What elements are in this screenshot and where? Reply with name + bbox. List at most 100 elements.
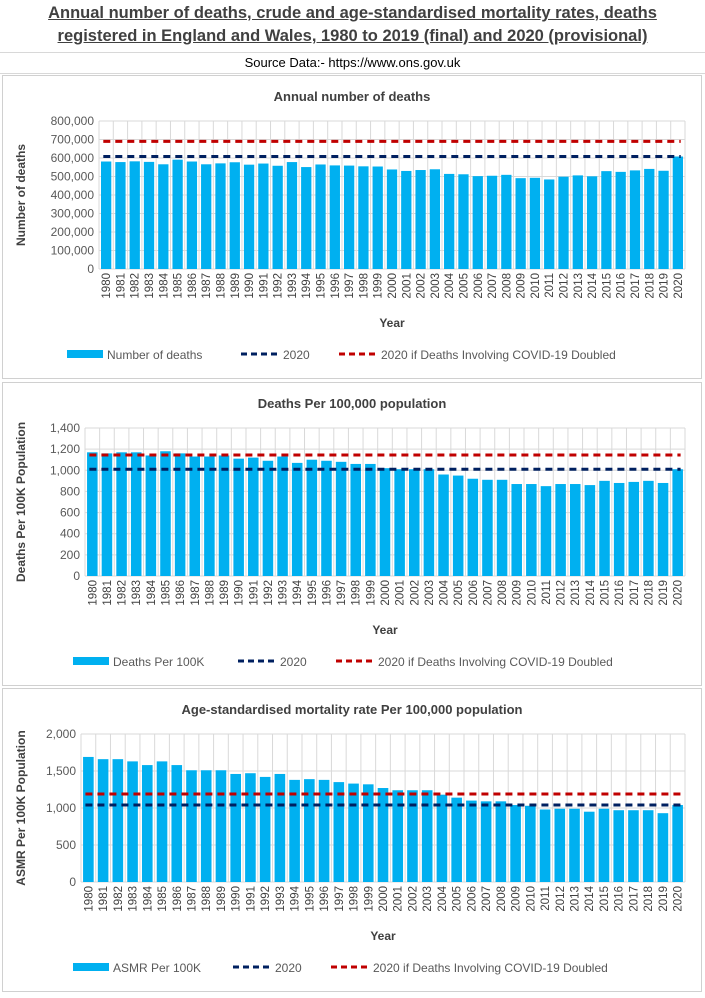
legend-bar-swatch bbox=[67, 350, 103, 358]
x-tick-label: 2018 bbox=[644, 273, 656, 299]
x-tick-label: 1990 bbox=[231, 886, 243, 912]
bar-2012 bbox=[555, 484, 566, 576]
x-tick-label: 1995 bbox=[316, 273, 328, 299]
bar-2018 bbox=[644, 168, 655, 269]
x-tick-label: 1998 bbox=[358, 273, 370, 299]
chart-crude-rate: Deaths Per 100,000 population 0 200 400 600 8… bbox=[2, 382, 702, 686]
bar-2020 bbox=[672, 156, 683, 269]
x-tick-label: 2018 bbox=[643, 886, 655, 912]
bar-1990 bbox=[243, 164, 255, 269]
x-tick-label: 1986 bbox=[172, 886, 184, 912]
bar-2008 bbox=[495, 801, 507, 882]
x-tick-label: 1980 bbox=[87, 580, 99, 606]
bar-2001 bbox=[401, 170, 412, 269]
x-tick-label: 2010 bbox=[530, 273, 542, 299]
bar-1989 bbox=[215, 770, 227, 882]
x-tick-label: 2010 bbox=[525, 886, 537, 912]
x-tick-label: 2003 bbox=[422, 886, 434, 912]
bar-1992 bbox=[272, 165, 283, 269]
bar-1981 bbox=[97, 759, 109, 882]
bar-2015 bbox=[601, 171, 612, 269]
bar-2004 bbox=[444, 173, 455, 269]
x-tick-label: 2002 bbox=[409, 580, 421, 606]
x-tick-label: 2011 bbox=[540, 886, 552, 911]
bar-2002 bbox=[415, 170, 426, 269]
bar-2007 bbox=[486, 175, 498, 269]
bar-1998 bbox=[350, 463, 361, 576]
bar-2009 bbox=[515, 178, 526, 269]
x-tick-label: 2006 bbox=[466, 886, 478, 912]
x-tick-label: 1996 bbox=[330, 273, 342, 299]
x-tick-label: 1981 bbox=[102, 580, 114, 606]
bar-1994 bbox=[289, 779, 300, 882]
bar-2004 bbox=[438, 474, 449, 576]
bar-1994 bbox=[291, 462, 303, 576]
legend-label: Deaths Per 100K bbox=[113, 655, 204, 669]
bar-2017 bbox=[628, 810, 639, 882]
bar-2019 bbox=[658, 170, 669, 269]
bar-2008 bbox=[496, 479, 508, 576]
bar-1986 bbox=[174, 453, 186, 576]
x-tick-label: 2020 bbox=[673, 580, 685, 606]
x-tick-label: 1990 bbox=[244, 273, 256, 299]
bar-1987 bbox=[189, 456, 201, 576]
bar-2017 bbox=[629, 170, 641, 269]
bar-1997 bbox=[335, 461, 347, 576]
bar-1988 bbox=[200, 770, 212, 882]
bar-2005 bbox=[451, 797, 462, 882]
bar-2012 bbox=[554, 808, 566, 882]
bar-2009 bbox=[511, 484, 522, 576]
x-tick-label: 2007 bbox=[481, 886, 493, 912]
y-tick-label: 500,000 bbox=[51, 170, 95, 184]
x-tick-label: 2017 bbox=[629, 580, 641, 606]
x-tick-label: 1998 bbox=[349, 886, 361, 912]
bar-1983 bbox=[143, 161, 155, 269]
bar-2018 bbox=[642, 810, 654, 882]
bar-1998 bbox=[358, 166, 369, 269]
bar-1989 bbox=[218, 455, 230, 576]
x-tick-label: 1983 bbox=[131, 580, 143, 606]
x-tick-label: 1987 bbox=[190, 580, 202, 606]
x-tick-label: 2000 bbox=[387, 273, 399, 299]
x-tick-label: 1996 bbox=[319, 886, 331, 912]
bar-1999 bbox=[362, 784, 374, 882]
x-tick-label: 1993 bbox=[275, 886, 287, 912]
x-tick-label: 1984 bbox=[146, 579, 158, 605]
x-tick-label: 1982 bbox=[113, 886, 125, 912]
y-tick-label: 200 bbox=[60, 548, 80, 562]
x-tick-label: 2002 bbox=[416, 273, 428, 299]
x-tick-label: 1982 bbox=[130, 273, 142, 299]
x-tick-label: 2009 bbox=[516, 273, 528, 299]
bar-1981 bbox=[115, 162, 126, 269]
bar-1989 bbox=[229, 162, 240, 269]
bar-2000 bbox=[379, 468, 391, 576]
bar-2011 bbox=[540, 486, 552, 576]
bar-1985 bbox=[172, 159, 183, 269]
x-tick-label: 1984 bbox=[142, 885, 154, 911]
x-tick-label: 2000 bbox=[380, 580, 392, 606]
bar-2003 bbox=[423, 469, 435, 576]
bar-1994 bbox=[301, 167, 312, 269]
bar-1985 bbox=[156, 761, 168, 882]
x-tick-label: 2016 bbox=[614, 580, 626, 606]
main-title: Annual number of deaths, crude and age-s… bbox=[0, 2, 705, 48]
bar-2013 bbox=[569, 484, 581, 576]
bar-1991 bbox=[245, 773, 256, 882]
x-tick-label: 2019 bbox=[658, 886, 670, 912]
main-title-line-2: registered in England and Wales, 1980 to… bbox=[57, 27, 648, 45]
bar-1992 bbox=[262, 460, 274, 576]
legend-label: 2020 if Deaths Involving COVID-19 Double… bbox=[381, 348, 616, 362]
bar-2011 bbox=[544, 179, 555, 269]
x-tick-label: 2010 bbox=[526, 580, 538, 606]
x-tick-label: 1995 bbox=[307, 580, 319, 606]
bar-2013 bbox=[572, 175, 583, 269]
x-tick-label: 2011 bbox=[541, 580, 553, 605]
bar-1996 bbox=[321, 460, 332, 576]
bar-1986 bbox=[186, 161, 198, 269]
x-tick-label: 1986 bbox=[187, 273, 199, 299]
bar-1990 bbox=[233, 458, 244, 576]
bar-2001 bbox=[394, 469, 405, 576]
y-tick-label: 400,000 bbox=[51, 188, 95, 202]
legend-bar-swatch bbox=[73, 657, 109, 665]
x-tick-label: 2012 bbox=[559, 273, 571, 299]
